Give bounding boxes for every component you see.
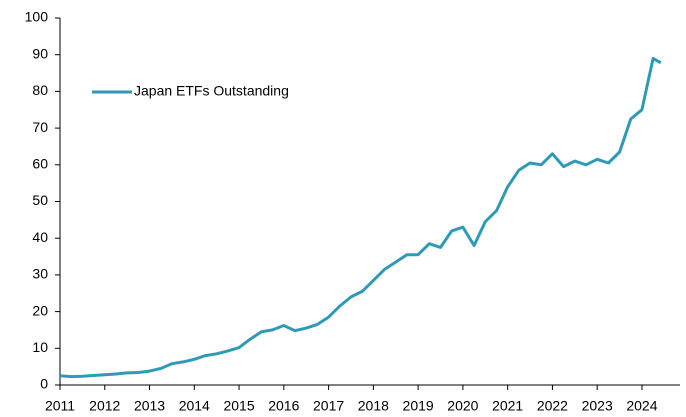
x-tick-label: 2020: [447, 398, 478, 414]
y-tick-label: 50: [32, 192, 48, 208]
x-tick-label: 2015: [223, 398, 254, 414]
y-tick-label: 60: [32, 156, 48, 172]
y-tick-label: 10: [32, 339, 48, 355]
x-tick-label: 2014: [179, 398, 210, 414]
x-tick-label: 2012: [89, 398, 120, 414]
y-tick-label: 70: [32, 119, 48, 135]
y-tick-label: 100: [25, 9, 49, 25]
y-tick-label: 20: [32, 302, 48, 318]
legend-label: Japan ETFs Outstanding: [134, 83, 289, 99]
x-tick-label: 2018: [358, 398, 389, 414]
y-tick-label: 0: [40, 376, 48, 392]
x-tick-label: 2016: [268, 398, 299, 414]
series-line: [59, 56, 662, 379]
x-tick-label: 2024: [626, 398, 657, 414]
x-tick-label: 2023: [582, 398, 613, 414]
x-tick-label: 2022: [537, 398, 568, 414]
x-tick-label: 2011: [45, 398, 75, 414]
x-tick-label: 2021: [492, 398, 523, 414]
y-tick-label: 90: [32, 45, 48, 61]
y-tick-label: 40: [32, 229, 48, 245]
y-tick-label: 30: [32, 266, 48, 282]
y-tick-label: 80: [32, 82, 48, 98]
x-tick-label: 2019: [403, 398, 434, 414]
x-tick-label: 2017: [313, 398, 344, 414]
x-tick-label: 2013: [134, 398, 165, 414]
